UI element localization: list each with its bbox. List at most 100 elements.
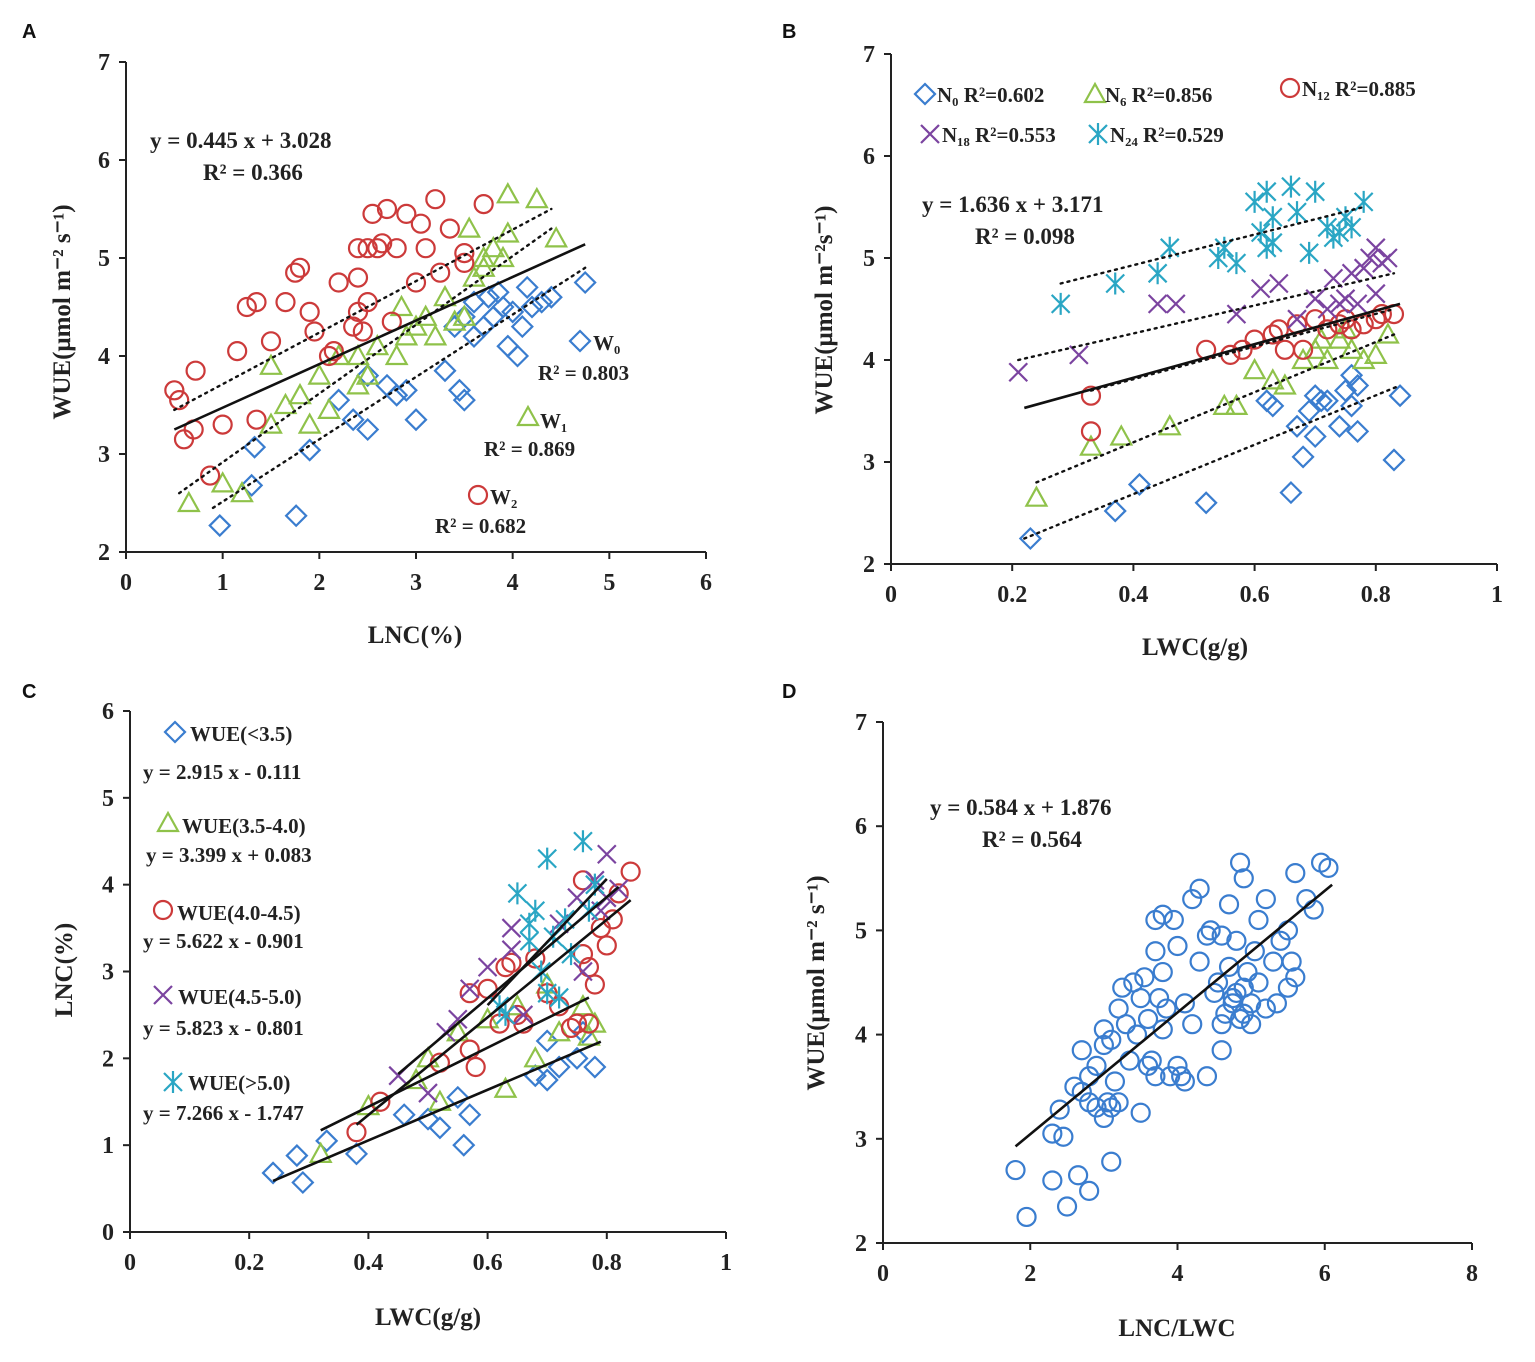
a-x-tick-label: 5 — [603, 570, 615, 596]
star-legend-icon — [163, 1071, 183, 1093]
d-x-tick-label: 8 — [1466, 1261, 1478, 1287]
b-point-triangle — [1303, 337, 1328, 359]
d-point-circle — [1016, 1206, 1037, 1228]
a-legend-w1-r2: R² = 0.869 — [484, 437, 575, 461]
a-legend-w0-r2: R² = 0.803 — [538, 361, 629, 385]
d-point-circle — [1318, 857, 1339, 878]
a-point-circle — [405, 272, 427, 293]
b-point-diamond — [1346, 373, 1370, 398]
a-point-triangle — [288, 382, 312, 405]
c-equation-3: y = 5.622 x - 0.901 — [143, 929, 304, 953]
d-point-circle — [1277, 977, 1299, 998]
a-point-triangle — [471, 255, 496, 277]
c-point-circle — [465, 1056, 486, 1078]
c-point-x — [513, 1005, 534, 1025]
a-point-diamond — [452, 388, 476, 412]
a-point-circle — [343, 316, 364, 337]
a-point-diamond — [515, 275, 539, 299]
d-point-circle — [1222, 988, 1243, 1009]
a-point-triangle — [495, 182, 520, 204]
d-point-circle — [1218, 956, 1240, 977]
d-point-circle — [1056, 1196, 1078, 1217]
a-point-triangle — [423, 324, 448, 346]
b-solid-trendline-0 — [1023, 302, 1401, 410]
b-point-triangle — [1224, 393, 1249, 415]
d-point-circle — [1167, 935, 1188, 957]
a-point-triangle — [210, 471, 235, 493]
b-x-tick-label: 0.8 — [1361, 582, 1391, 608]
d-point-circle — [1241, 1014, 1262, 1035]
c-point-triangle — [505, 993, 530, 1016]
b-x-tick-label: 0 — [885, 582, 897, 608]
a-point-diamond — [539, 285, 563, 309]
b-point-circle — [1341, 319, 1362, 340]
c-point-circle — [459, 1039, 480, 1060]
d-point-circle — [1189, 878, 1210, 899]
a-y-tick-label: 4 — [98, 344, 110, 370]
c-point-star — [525, 899, 546, 922]
b-point-triangle — [1315, 347, 1340, 370]
b-point-triangle — [1376, 322, 1400, 344]
b-legend-marker-n0 — [913, 82, 937, 106]
panel-label-b: B — [782, 21, 796, 43]
star-legend-icon — [1088, 123, 1108, 145]
b-point-x — [1166, 294, 1186, 314]
d-point-circle — [1049, 1099, 1070, 1120]
d-equation: y = 0.584 x + 1.876 — [930, 795, 1111, 820]
d-point-circle — [1218, 894, 1240, 915]
b-y-axis-title: WUE(μmol m⁻²s⁻¹) — [811, 205, 838, 414]
b-x-tick-label: 0.6 — [1240, 582, 1270, 608]
d-point-circle — [1130, 1102, 1151, 1123]
panel-c: 0 0.2 0.4 0.6 0.8 1 0 1 2 3 4 5 6 — [102, 699, 732, 1276]
c-legend-marker-2 — [156, 810, 180, 833]
a-point-triangle — [495, 221, 520, 243]
b-dotted-trendline-3 — [1089, 307, 1396, 392]
d-point-circle — [1233, 868, 1254, 889]
b-point-diamond — [1303, 424, 1327, 449]
c-point-diamond — [261, 1161, 285, 1185]
a-point-diamond — [496, 334, 520, 358]
b-point-diamond — [1279, 481, 1303, 505]
b-point-diamond — [1291, 445, 1315, 469]
b-point-diamond — [1194, 491, 1218, 515]
a-point-triangle — [524, 186, 549, 209]
c-y-tick-label: 0 — [102, 1220, 114, 1246]
d-point-circle — [1171, 1066, 1192, 1087]
a-equation: y = 0.445 x + 3.028 — [150, 128, 331, 153]
b-point-diamond — [1315, 389, 1339, 413]
c-point-triangle — [571, 993, 595, 1016]
a-point-triangle — [307, 363, 332, 385]
c-legend-2: WUE(3.5-4.0) — [182, 814, 306, 838]
d-point-circle — [1263, 951, 1284, 972]
d-point-circle — [1086, 1055, 1107, 1076]
b-point-x — [1341, 263, 1362, 284]
c-equation-2: y = 3.399 x + 0.083 — [146, 843, 312, 867]
d-point-circle — [1152, 961, 1173, 983]
c-y-tick-label: 5 — [102, 786, 114, 812]
c-legend-5: WUE(>5.0) — [188, 1071, 290, 1095]
c-point-star — [507, 882, 528, 905]
d-point-circle — [1145, 941, 1166, 962]
b-point-star — [1105, 272, 1125, 295]
a-point-triangle — [491, 245, 515, 268]
c-point-x — [477, 957, 498, 977]
b-point-x — [1317, 299, 1338, 319]
c-x-tick-label: 0 — [124, 1250, 136, 1276]
d-point-circle — [1141, 1050, 1162, 1071]
c-x-tick-label: 0.8 — [592, 1250, 622, 1276]
a-point-triangle — [481, 235, 506, 258]
b-point-triangle — [1242, 357, 1267, 380]
d-point-circle — [1285, 967, 1306, 988]
d-point-circle — [1068, 1165, 1089, 1186]
d-point-circle — [1200, 920, 1221, 941]
a-legend-w2: W₂ — [490, 485, 517, 509]
x-legend-icon — [920, 124, 940, 144]
a-point-diamond — [375, 373, 399, 397]
c-point-diamond — [446, 1085, 470, 1109]
c-y-tick-label: 3 — [102, 960, 114, 986]
a-point-diamond — [520, 295, 544, 319]
b-point-diamond — [1346, 419, 1370, 443]
c-point-diamond — [285, 1144, 309, 1168]
c-solid-trendline-4 — [486, 878, 608, 1007]
